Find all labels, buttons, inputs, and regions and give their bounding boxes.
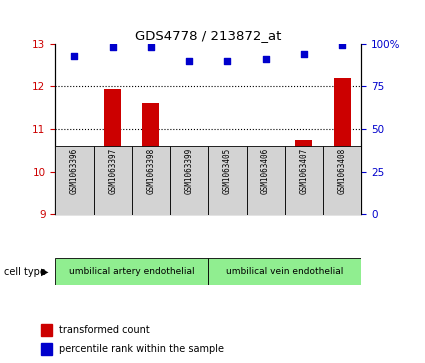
Text: GSM1063399: GSM1063399 [184,148,194,194]
Bar [257,156,274,214]
Point [147,44,154,50]
Text: transformed count: transformed count [59,325,149,335]
Bar [142,103,159,214]
Text: GSM1063397: GSM1063397 [108,148,117,194]
Bar [208,258,361,285]
Point [71,53,78,58]
Bar [40,343,52,355]
Bar [208,146,246,215]
Text: GSM1063407: GSM1063407 [299,148,309,194]
Bar [181,156,198,214]
Text: GSM1063396: GSM1063396 [70,148,79,194]
Bar [55,146,94,215]
Text: GSM1063408: GSM1063408 [337,148,347,194]
Title: GDS4778 / 213872_at: GDS4778 / 213872_at [135,29,281,42]
Bar [285,146,323,215]
Point [300,51,307,57]
Bar [323,146,361,215]
Text: GSM1063406: GSM1063406 [261,148,270,194]
Text: umbilical artery endothelial: umbilical artery endothelial [69,267,195,276]
Point [224,58,231,64]
Point [262,56,269,62]
Point [186,58,193,64]
Text: percentile rank within the sample: percentile rank within the sample [59,344,224,354]
Bar [219,194,236,214]
Text: cell type: cell type [4,267,46,277]
Bar [295,139,312,214]
Text: ▶: ▶ [41,267,49,277]
Point [339,42,346,48]
Bar [55,258,208,285]
Bar [170,146,208,215]
Bar [132,146,170,215]
Text: GSM1063398: GSM1063398 [146,148,156,194]
Point [109,44,116,50]
Bar [334,78,351,214]
Bar [94,146,132,215]
Bar [66,165,83,214]
Bar [246,146,285,215]
Text: GSM1063405: GSM1063405 [223,148,232,194]
Text: umbilical vein endothelial: umbilical vein endothelial [226,267,343,276]
Bar [104,89,121,214]
Bar [40,324,52,336]
